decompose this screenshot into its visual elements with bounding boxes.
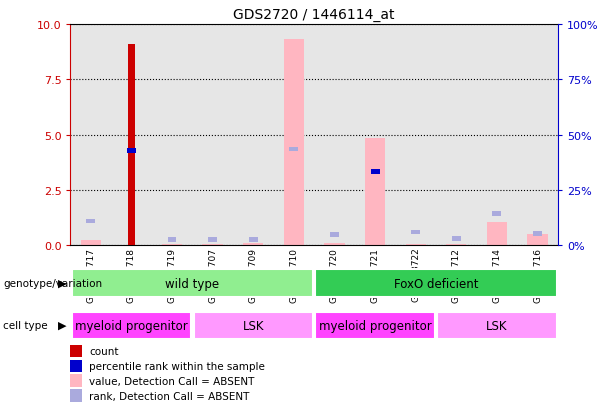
Bar (233, 25, 273, 246)
Bar (411, 230, 420, 235)
Bar (192, 25, 233, 246)
Bar (365, 139, 385, 246)
Text: count: count (89, 346, 118, 356)
Text: LSK: LSK (486, 319, 508, 332)
Bar (162, 244, 182, 246)
Bar (202, 244, 223, 246)
Bar (395, 25, 436, 246)
Text: rank, Detection Call = ABSENT: rank, Detection Call = ABSENT (89, 391, 249, 401)
Bar (81, 240, 101, 246)
Text: ▶: ▶ (58, 320, 66, 330)
Bar (111, 25, 151, 246)
Bar (324, 244, 345, 246)
Bar (355, 25, 395, 246)
Bar (487, 223, 507, 246)
Text: percentile rank within the sample: percentile rank within the sample (89, 361, 265, 371)
Bar (127, 148, 136, 153)
Bar (127, 148, 136, 153)
Text: genotype/variation: genotype/variation (3, 278, 102, 288)
Bar (194, 312, 313, 339)
Bar (477, 25, 517, 246)
Bar (406, 244, 426, 246)
Bar (315, 312, 435, 339)
Title: GDS2720 / 1446114_at: GDS2720 / 1446114_at (234, 8, 395, 22)
Bar (527, 235, 547, 246)
Bar (446, 244, 466, 246)
Text: cell type: cell type (3, 320, 48, 330)
Text: FoxO deficient: FoxO deficient (394, 277, 478, 290)
Bar (315, 270, 557, 297)
Bar (72, 312, 191, 339)
Bar (437, 312, 557, 339)
Bar (371, 169, 379, 174)
Bar (243, 244, 264, 246)
Bar (70, 25, 111, 246)
Bar (208, 237, 217, 242)
Bar (167, 237, 177, 242)
Bar (128, 45, 135, 246)
Bar (273, 25, 314, 246)
Bar (314, 25, 355, 246)
Bar (86, 219, 95, 224)
Bar (330, 232, 339, 237)
Bar (289, 147, 299, 152)
Text: myeloid progenitor: myeloid progenitor (319, 319, 432, 332)
Text: myeloid progenitor: myeloid progenitor (75, 319, 188, 332)
Bar (72, 270, 313, 297)
Bar (492, 211, 501, 216)
Bar (517, 25, 558, 246)
Text: wild type: wild type (166, 277, 219, 290)
Bar (533, 231, 542, 236)
Bar (452, 237, 461, 242)
Bar (152, 25, 192, 246)
Text: ▶: ▶ (58, 278, 66, 288)
Bar (371, 169, 379, 174)
Text: LSK: LSK (243, 319, 264, 332)
Bar (249, 237, 257, 242)
Bar (436, 25, 477, 246)
Text: value, Detection Call = ABSENT: value, Detection Call = ABSENT (89, 376, 254, 386)
Bar (284, 40, 304, 246)
